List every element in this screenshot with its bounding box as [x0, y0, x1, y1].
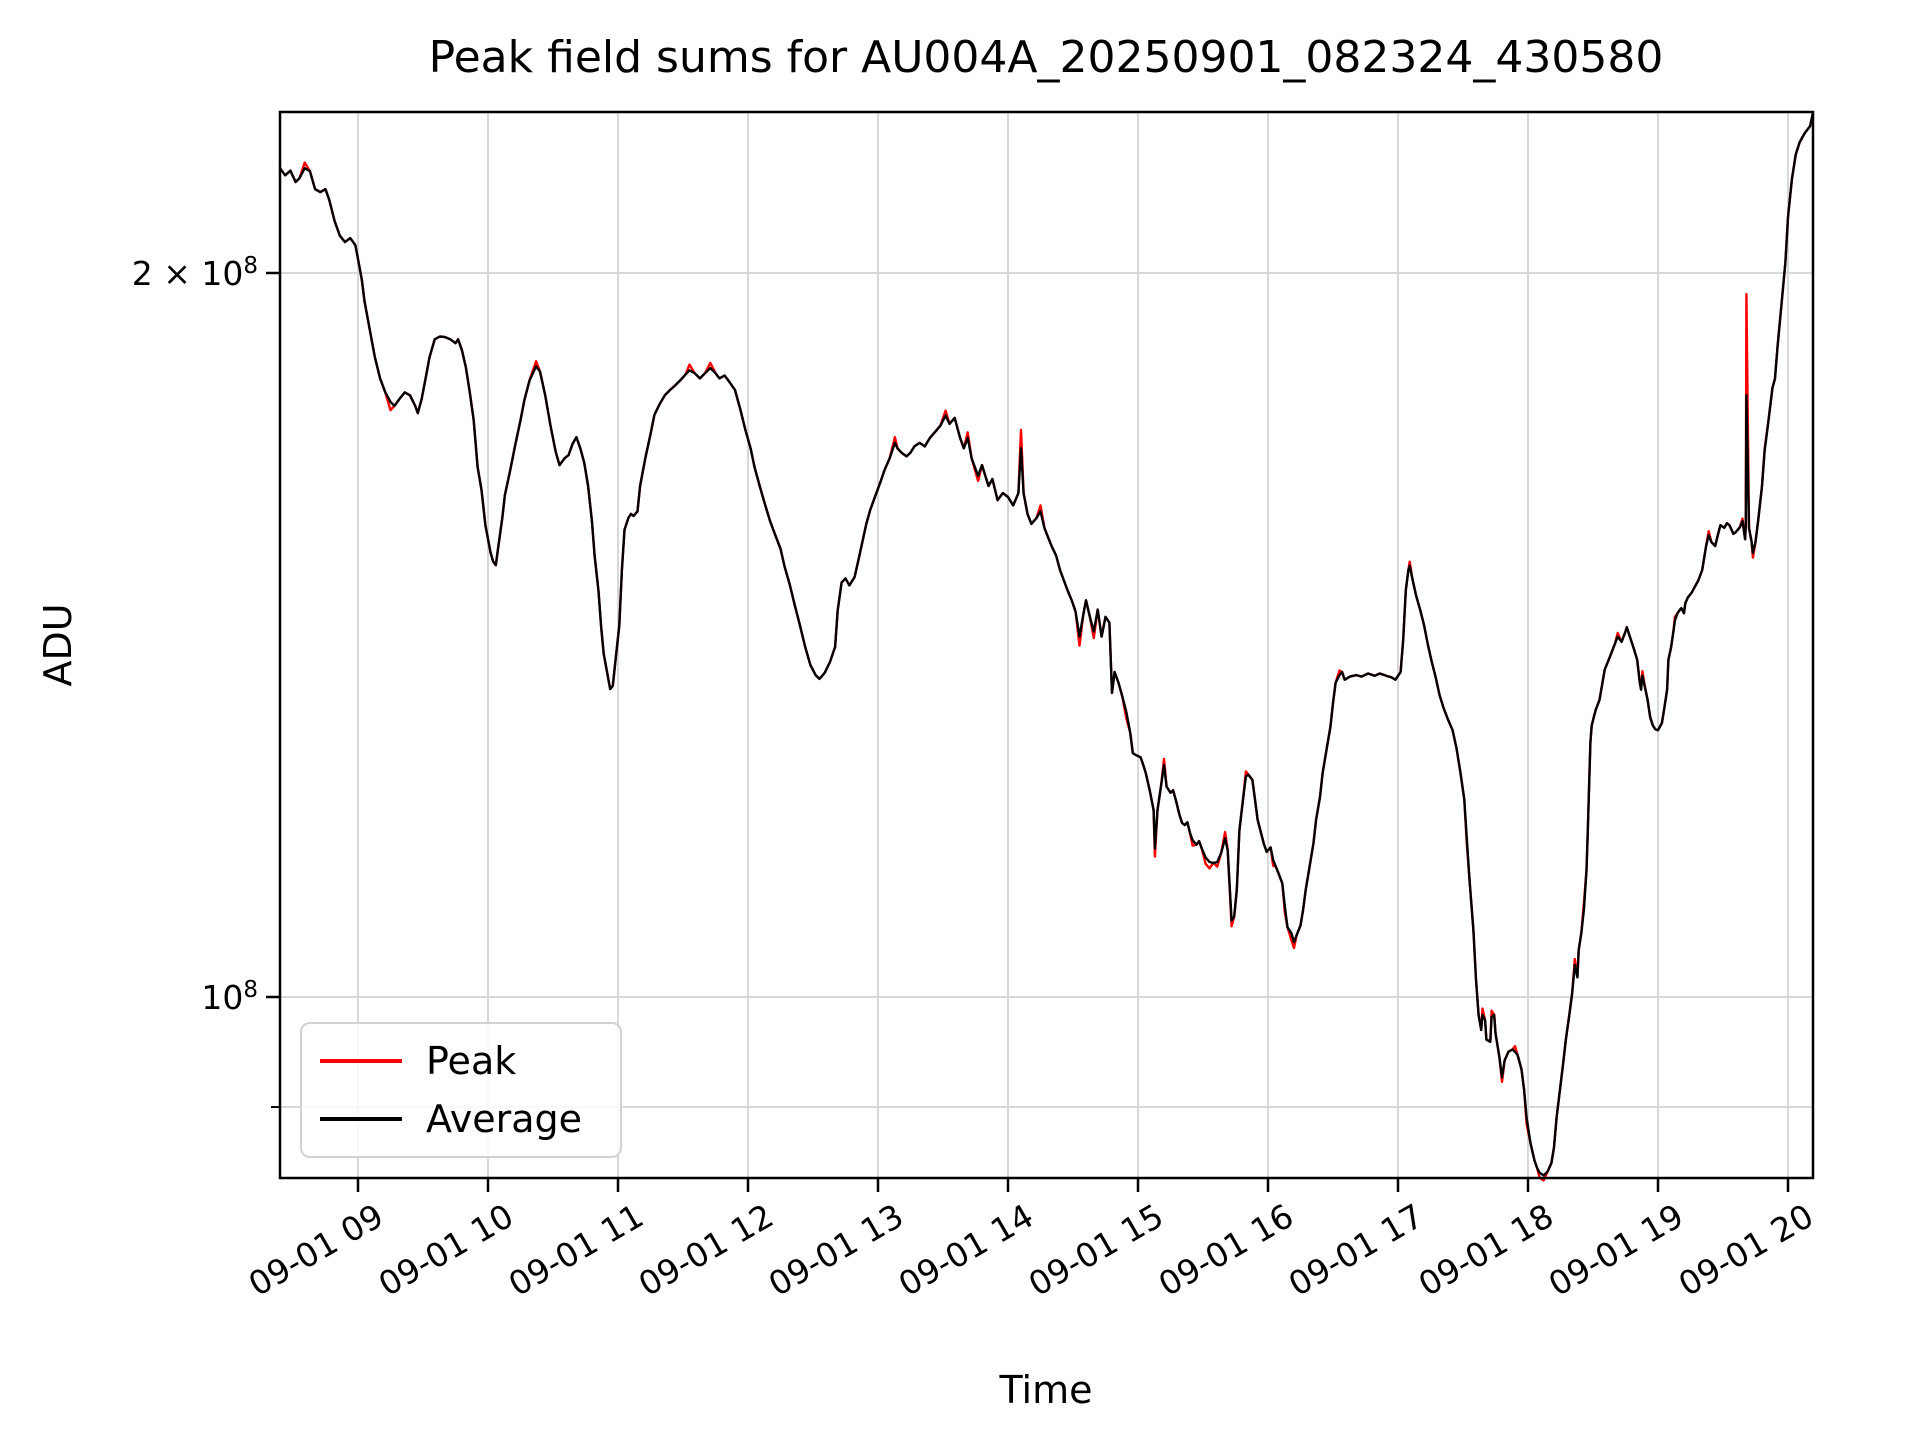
y-tick-label-2e8: 2 × 108 [131, 253, 258, 293]
peak-legend-line-icon [320, 1058, 402, 1063]
x-axis-label: Time [999, 1368, 1093, 1412]
legend-item-peak: Peak [302, 1039, 620, 1083]
average-series-line [278, 112, 1814, 1177]
legend: Peak Average [300, 1022, 622, 1158]
legend-item-average: Average [302, 1097, 620, 1141]
legend-label-average: Average [426, 1097, 583, 1142]
gridlines [280, 112, 1813, 1178]
plot-border [278, 110, 1815, 1180]
chart-title: Peak field sums for AU004A_20250901_0823… [428, 32, 1664, 83]
legend-label-peak: Peak [426, 1038, 517, 1083]
axis-ticks [266, 271, 1790, 1192]
y-tick-label-1e8: 108 [201, 977, 258, 1017]
y-axis-label: ADU [36, 603, 80, 687]
average-legend-line-icon [320, 1117, 402, 1122]
